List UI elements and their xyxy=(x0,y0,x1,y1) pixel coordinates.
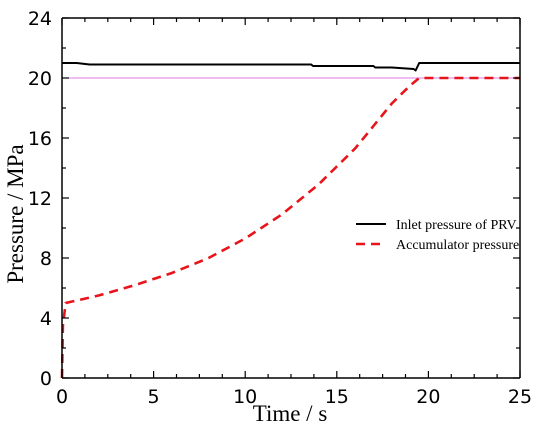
y-tick-label: 24 xyxy=(28,8,52,30)
axes-layer xyxy=(61,17,521,379)
y-tick-label: 16 xyxy=(28,128,52,150)
x-tick-label: 5 xyxy=(148,386,160,408)
x-axis-title: Time / s xyxy=(253,401,328,426)
y-tick-label: 12 xyxy=(28,188,52,210)
x-tick-label: 10 xyxy=(233,386,257,408)
y-axis-title: Pressure / MPa xyxy=(3,144,28,283)
series-line-accumulator-pressure xyxy=(60,76,520,379)
y-tick-label: 0 xyxy=(40,368,52,390)
x-tick-label: 15 xyxy=(325,386,349,408)
series-layer xyxy=(60,62,520,379)
y-tick-label: 4 xyxy=(40,308,52,330)
x-tick-label: 25 xyxy=(508,386,532,408)
x-tick-label: 20 xyxy=(416,386,440,408)
ticks-layer: 0 5 10 15 20 25 0 4 8 12 16 20 24 xyxy=(28,8,532,408)
x-tick-label: 0 xyxy=(56,386,68,408)
legend: Inlet pressure of PRV Accumulator pressu… xyxy=(356,218,519,253)
legend-label-accumulator-pressure: Accumulator pressure xyxy=(396,238,519,253)
series-line-inlet-pressure-of-prv xyxy=(62,62,520,72)
y-tick-label: 20 xyxy=(28,68,52,90)
y-tick-label: 8 xyxy=(40,248,52,270)
legend-label-inlet-pressure: Inlet pressure of PRV xyxy=(396,218,517,233)
